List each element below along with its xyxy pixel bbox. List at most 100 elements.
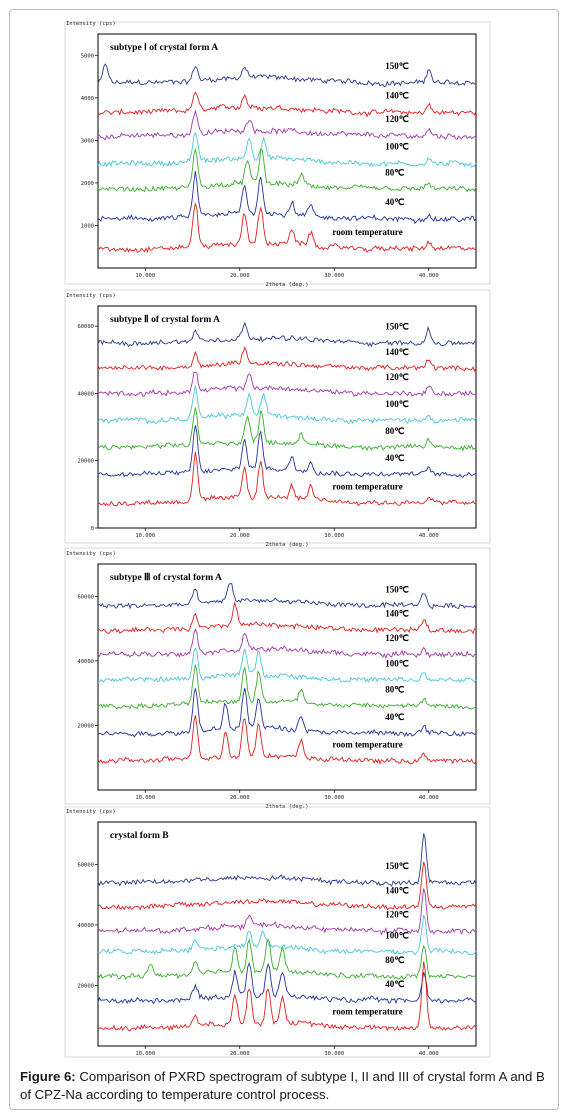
y-tick-label: 40000 <box>77 923 94 929</box>
trace-120- <box>97 628 476 660</box>
trace-40- <box>97 170 477 225</box>
trace-40- <box>97 961 477 1005</box>
trace-room-temperature <box>97 451 477 507</box>
panel-frame <box>64 806 491 1058</box>
y-tick-label: 40000 <box>77 659 94 665</box>
series-label: 40℃ <box>385 979 404 989</box>
trace-120- <box>97 888 477 936</box>
x-tick-label: 30.000 <box>324 795 344 801</box>
x-tick-label: 40.000 <box>419 273 439 279</box>
caption-label: Figure 6: <box>20 1069 76 1084</box>
series-label: room temperature <box>332 481 402 491</box>
series-label: 120℃ <box>385 114 409 124</box>
figure-caption: Figure 6: Comparison of PXRD spectrogram… <box>20 1068 550 1104</box>
panel-title: subtype Ⅰ of crystal form A <box>110 42 218 53</box>
y-tick-label: 20000 <box>77 459 94 465</box>
trace-40- <box>97 687 477 738</box>
y-axis-label: Intensity (cps) <box>66 809 116 815</box>
y-tick-label: 1000 <box>81 223 94 229</box>
x-tick-label: 20.000 <box>230 273 250 279</box>
pxrd-panel-3: Intensity (cps)2theta (deg.)10.000 20.000… <box>64 547 491 810</box>
pxrd-panel-1: Intensity (cps) 2theta (deg.) 10.000 20.000… <box>64 21 491 288</box>
trace-100- <box>97 132 477 168</box>
x-tick-label: 10.000 <box>135 273 155 279</box>
x-tick-label: 40.000 <box>419 795 439 801</box>
trace-room-temperature <box>97 202 477 254</box>
series-label: 150℃ <box>385 61 409 71</box>
trace-120- <box>97 371 477 397</box>
trace-140- <box>97 91 477 118</box>
y-tick-label: 20000 <box>77 983 94 989</box>
series-label: 80℃ <box>385 426 404 436</box>
y-tick-label: 20000 <box>77 723 94 729</box>
series-label: 150℃ <box>385 861 409 871</box>
pxrd-figure: Intensity (cps) 2theta (deg.) 10.000 20.000… <box>64 21 491 1058</box>
trace-150- <box>97 63 477 88</box>
y-tick-label: 5000 <box>81 53 94 59</box>
trace-100- <box>97 385 477 425</box>
series-label: 100℃ <box>385 399 409 409</box>
x-tick-label: 40.000 <box>419 1051 439 1057</box>
y-tick-label: 2000 <box>81 181 94 187</box>
series-label: room temperature <box>332 739 402 749</box>
x-axis-label: 2theta (deg.) <box>265 282 308 288</box>
pxrd-panel-2: Intensity (cps) 2theta (deg.) 10.000 20.000… <box>64 289 491 548</box>
trace-80- <box>97 664 477 710</box>
y-axis-label: Intensity (cps) <box>66 21 116 27</box>
x-tick-label: 10.000 <box>135 533 155 539</box>
series-label: 150℃ <box>385 584 409 594</box>
plot-area <box>97 305 477 529</box>
trace-100- <box>97 914 477 956</box>
series-label: 100℃ <box>385 659 409 669</box>
series-label: 40℃ <box>385 712 404 722</box>
trace-140- <box>97 346 477 372</box>
trace-150- <box>97 833 477 888</box>
y-axis-label: Intensity (cps) <box>66 293 116 299</box>
trace-room-temperature <box>97 961 477 1032</box>
trace-40- <box>97 425 477 478</box>
series-label: 140℃ <box>385 91 409 101</box>
x-tick-label: 10.000 <box>135 795 155 801</box>
y-tick-label: 60000 <box>77 862 94 868</box>
pxrd-panel-4: Intensity (cps)2theta (deg.)10.00020.000… <box>64 806 491 1058</box>
series-label: 120℃ <box>385 372 409 382</box>
trace-120- <box>97 109 477 141</box>
series-label: 80℃ <box>385 955 404 965</box>
series-label: 100℃ <box>385 931 409 941</box>
trace-140- <box>97 861 477 911</box>
x-tick-label: 10.000 <box>135 1051 155 1057</box>
panel-frame <box>64 289 491 544</box>
plot-area <box>97 563 477 791</box>
x-tick-label: 30.000 <box>324 273 344 279</box>
y-tick-label: 4000 <box>81 96 94 102</box>
trace-room-temperature <box>97 715 477 765</box>
y-axis-label: Intensity (cps) <box>66 551 116 557</box>
series-label: 140℃ <box>385 885 409 895</box>
series-label: 150℃ <box>385 322 409 332</box>
series-label: 140℃ <box>385 609 409 619</box>
series-label: 40℃ <box>385 197 404 207</box>
series-label: 40℃ <box>385 453 404 463</box>
panel-title: subtype Ⅲ of crystal form A <box>110 572 222 583</box>
panel-title: crystal form B <box>110 831 169 841</box>
x-tick-label: 20.000 <box>230 533 250 539</box>
y-tick-label: 3000 <box>81 138 94 144</box>
trace-100- <box>97 647 477 684</box>
series-label: room temperature <box>332 1006 402 1016</box>
x-tick-label: 20.000 <box>230 1051 250 1057</box>
plot-area <box>97 821 477 1047</box>
series-label: 80℃ <box>385 684 404 694</box>
series-label: 120℃ <box>385 633 409 643</box>
x-tick-label: 30.000 <box>324 1051 344 1057</box>
x-tick-label: 40.000 <box>419 533 439 539</box>
x-axis-label: 2theta (deg.) <box>265 542 308 548</box>
plot-area <box>97 33 477 269</box>
y-tick-label: 60000 <box>77 324 94 330</box>
panel-title: subtype Ⅱ of crystal form A <box>110 314 220 325</box>
x-tick-label: 20.000 <box>230 795 250 801</box>
caption-text: Comparison of PXRD spectrogram of subtyp… <box>20 1069 545 1102</box>
y-tick-label: 0 <box>91 526 94 532</box>
trace-80- <box>97 407 477 452</box>
series-label: 140℃ <box>385 347 409 357</box>
trace-80- <box>97 938 477 980</box>
